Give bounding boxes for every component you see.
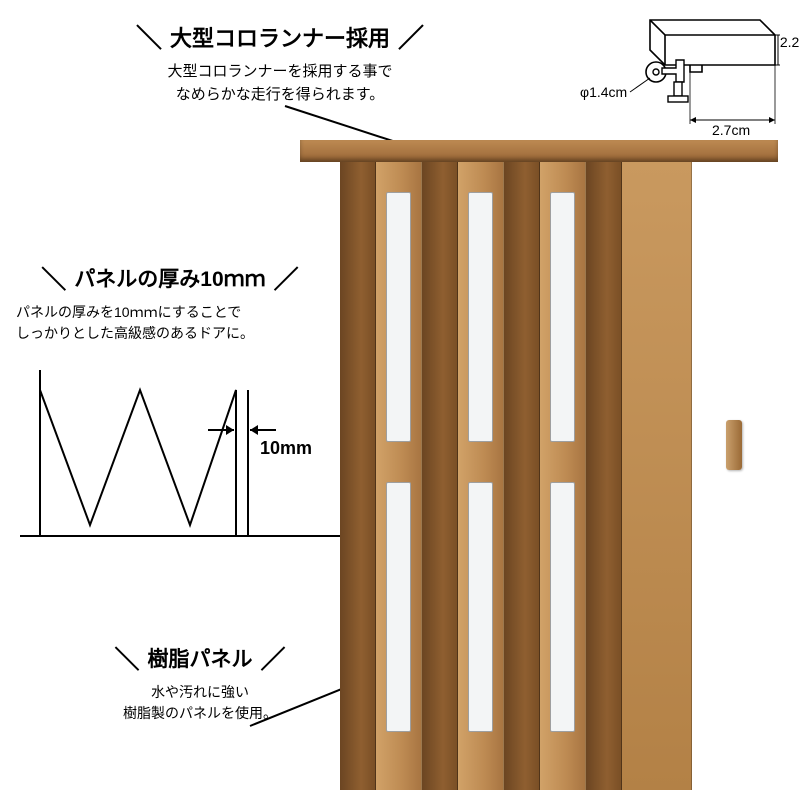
- door-panel: [540, 162, 586, 790]
- feature-runner: ＼ 大型コロランナー採用 ／ 大型コロランナーを採用する事で なめらかな走行を得…: [90, 18, 470, 106]
- feature-thickness-heading: ＼ パネルの厚み10ｍｍ ／: [10, 260, 330, 296]
- slash-decoration: ＼: [136, 18, 162, 55]
- door-window: [386, 482, 411, 732]
- slash-decoration: ＼: [114, 640, 139, 676]
- door-panel: [504, 162, 540, 790]
- feature-runner-heading: ＼ 大型コロランナー採用 ／: [90, 18, 470, 55]
- door-window: [468, 192, 493, 442]
- slash-decoration: ／: [398, 18, 424, 55]
- door-window: [550, 482, 575, 732]
- runner-roller-label: φ1.4cm: [580, 84, 627, 100]
- thickness-value-label: 10mm: [260, 438, 312, 459]
- feature-thickness-desc: パネルの厚みを10ｍｍにすることで しっかりとした高級感のあるドアに。: [10, 302, 330, 344]
- door-handle: [726, 420, 742, 470]
- door-panels: [340, 162, 740, 790]
- feature-material-desc: 水や汚れに強い 樹脂製のパネルを使用。: [70, 682, 330, 724]
- door-window: [386, 192, 411, 442]
- runner-height-label: 2.2cm: [780, 34, 800, 50]
- thickness-diagram: 10mm: [30, 360, 310, 530]
- door-window: [468, 482, 493, 732]
- slash-decoration: ／: [274, 260, 299, 296]
- feature-runner-title: 大型コロランナー採用: [170, 21, 390, 53]
- door-illustration: [340, 140, 780, 790]
- runner-width-label: 2.7cm: [712, 122, 750, 138]
- feature-thickness-title: パネルの厚み10ｍｍ: [74, 263, 265, 293]
- door-panel: [586, 162, 622, 790]
- feature-runner-desc: 大型コロランナーを採用する事で なめらかな走行を得られます。: [90, 61, 470, 106]
- door-panel-end: [622, 162, 692, 790]
- baseline: [20, 535, 350, 537]
- feature-thickness: ＼ パネルの厚み10ｍｍ ／ パネルの厚みを10ｍｍにすることで しっかりとした…: [10, 260, 330, 344]
- runner-diagram: 2.2cm 2.7cm φ1.4cm: [590, 10, 780, 135]
- door-panel: [458, 162, 504, 790]
- feature-material: ＼ 樹脂パネル ／ 水や汚れに強い 樹脂製のパネルを使用。: [70, 640, 330, 724]
- door-panel: [340, 162, 376, 790]
- slash-decoration: ／: [261, 640, 286, 676]
- door-top-rail: [300, 140, 778, 162]
- door-panel: [376, 162, 422, 790]
- door-window: [550, 192, 575, 442]
- feature-material-title: 樹脂パネル: [148, 643, 253, 673]
- door-panel: [422, 162, 458, 790]
- feature-material-heading: ＼ 樹脂パネル ／: [70, 640, 330, 676]
- slash-decoration: ＼: [41, 260, 66, 296]
